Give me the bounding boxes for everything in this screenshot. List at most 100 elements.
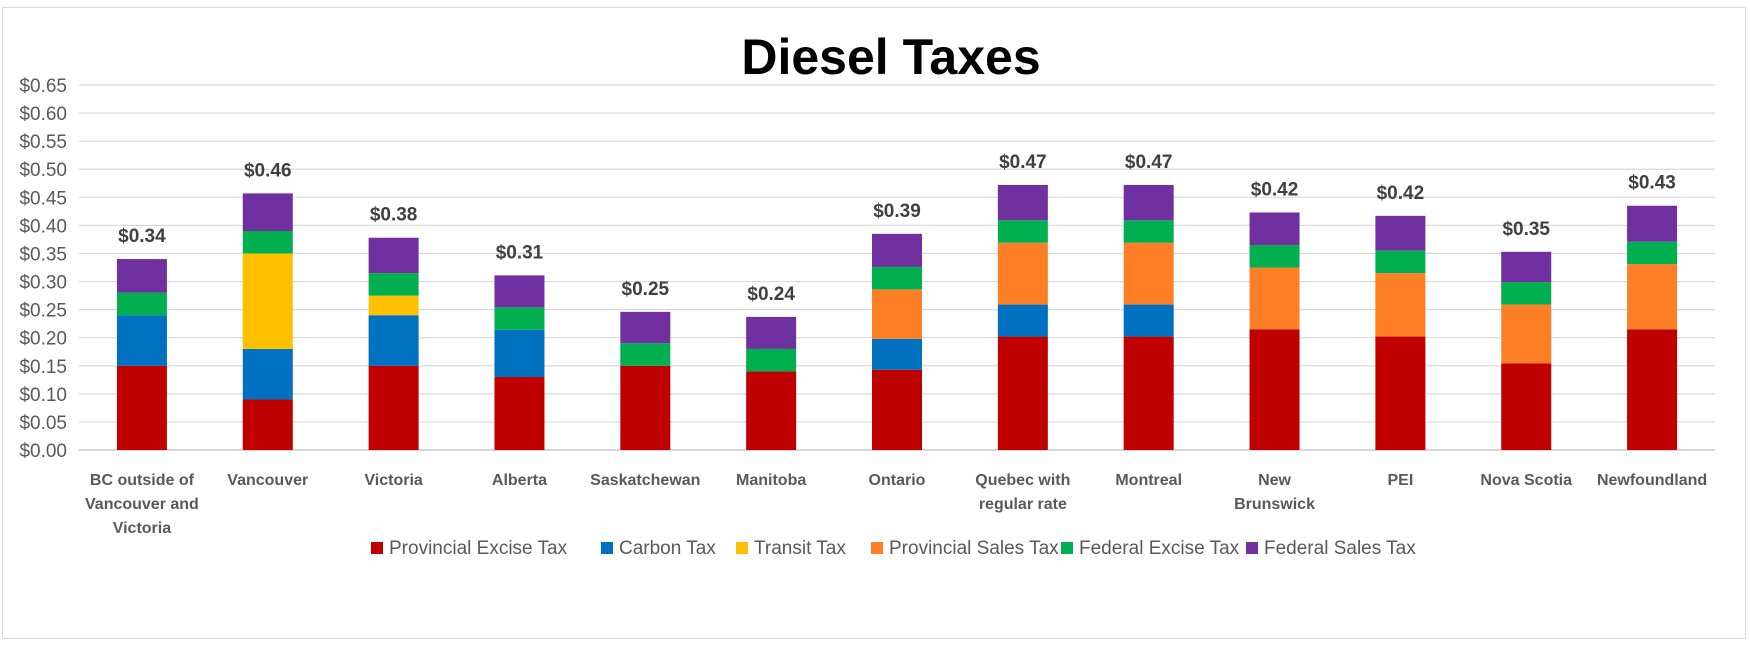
bar-segment — [872, 289, 922, 339]
bar-segment — [1501, 282, 1552, 305]
bar-segment — [494, 377, 545, 450]
bar-segment — [1501, 251, 1552, 283]
bar-segment — [1249, 329, 1300, 450]
legend-item: Carbon Tax — [601, 538, 716, 559]
bar-segment — [1627, 241, 1678, 265]
bar-segment — [1123, 184, 1174, 221]
bar-segment — [1501, 304, 1552, 364]
total-label: $0.24 — [747, 284, 795, 305]
y-tick-label: $0.15 — [19, 357, 67, 378]
y-tick-label: $0.20 — [19, 329, 67, 350]
y-tick-label: $0.00 — [19, 441, 67, 462]
legend-swatch — [1061, 542, 1073, 554]
x-tick-label: Newfoundland — [1597, 472, 1707, 489]
bar-segment — [997, 184, 1048, 221]
bar-segment — [1123, 304, 1174, 337]
bar-segment — [1627, 205, 1678, 242]
bar-segment — [368, 315, 419, 366]
y-tick-label: $0.10 — [19, 385, 67, 406]
x-tick-label: Ontario — [869, 472, 926, 489]
total-label: $0.39 — [873, 201, 921, 222]
diesel-taxes-chart: Diesel Taxes $0.00$0.05$0.10$0.15$0.20$0… — [19, 29, 1715, 559]
y-tick-label: $0.50 — [19, 160, 67, 181]
bar-segment — [620, 365, 671, 450]
bar-segment — [746, 316, 797, 349]
legend-swatch — [371, 542, 383, 554]
bar-segment — [997, 242, 1048, 305]
bar-segment — [872, 266, 922, 290]
bar-segment — [746, 348, 797, 372]
legend-label: Provincial Sales Tax — [889, 538, 1059, 559]
bar-segment — [1627, 264, 1678, 330]
total-label: $0.25 — [622, 279, 670, 300]
total-label: $0.42 — [1377, 183, 1425, 204]
legend-label: Federal Sales Tax — [1264, 538, 1416, 559]
total-label: $0.42 — [1251, 179, 1299, 200]
bar-segment — [494, 329, 545, 377]
x-tick-label: Alberta — [492, 472, 547, 489]
x-tick-label: BC outside of Vancouver and Victoria — [85, 472, 199, 537]
legend-item: Federal Excise Tax — [1061, 538, 1240, 559]
bar-segment — [1375, 215, 1426, 251]
y-tick-label: $0.25 — [19, 301, 67, 322]
legend-item: Transit Tax — [736, 538, 846, 559]
bar-segment — [116, 292, 167, 316]
bar-segment — [1249, 267, 1300, 330]
y-tick-label: $0.65 — [19, 76, 67, 97]
legend: Provincial Excise Tax Carbon Tax Transit T… — [371, 538, 1416, 559]
total-labels: $0.34 $0.46 $0.38 $0.31 $0.25 $0.24 $0.39 $0.47… — [118, 152, 1676, 305]
bar-segment — [368, 237, 419, 274]
x-axis: BC outside of Vancouver and Victoria Vancou… — [85, 472, 1707, 537]
bar-segment — [872, 233, 922, 267]
x-tick-label: New Brunswick — [1234, 472, 1315, 513]
bar-segment — [1375, 250, 1426, 274]
legend-swatch — [736, 542, 748, 554]
bar-segment — [997, 304, 1048, 337]
bar-segment — [1123, 220, 1174, 243]
bar-segment — [1375, 336, 1426, 450]
bar-segment — [242, 193, 293, 231]
bar-segment — [242, 253, 293, 349]
total-label: $0.47 — [999, 152, 1047, 173]
bar-segment — [116, 315, 167, 366]
bar-segment — [997, 336, 1048, 450]
x-tick-label: Victoria — [364, 472, 423, 489]
legend-item: Federal Sales Tax — [1246, 538, 1416, 559]
bar-segment — [116, 259, 167, 293]
y-tick-label: $0.45 — [19, 188, 67, 209]
bar-segment — [620, 311, 671, 344]
bar-segment — [872, 369, 922, 450]
y-axis: $0.00 $0.05 $0.10 $0.15 $0.20 $0.25 $0.30 $0.35… — [19, 76, 67, 462]
bar-segment — [1249, 212, 1300, 246]
bar-segment — [1123, 336, 1174, 450]
bar-segment — [368, 295, 419, 316]
y-tick-label: $0.60 — [19, 104, 67, 125]
y-tick-label: $0.30 — [19, 273, 67, 294]
legend-swatch — [601, 542, 613, 554]
bar-segment — [242, 348, 293, 400]
total-label: $0.38 — [370, 205, 418, 226]
x-tick-label: Vancouver — [227, 472, 308, 489]
bar-segment — [620, 343, 671, 366]
bars — [116, 184, 1678, 450]
bar-segment — [746, 371, 797, 450]
total-label: $0.46 — [244, 160, 292, 181]
bar-segment — [997, 220, 1048, 243]
x-tick-label: Montreal — [1115, 472, 1182, 489]
legend-swatch — [871, 542, 883, 554]
bar-segment — [368, 365, 419, 450]
y-tick-label: $0.35 — [19, 244, 67, 265]
legend-label: Provincial Excise Tax — [389, 538, 568, 559]
chart-title: Diesel Taxes — [741, 29, 1040, 85]
bar-segment — [494, 307, 545, 330]
bar-segment — [368, 273, 419, 296]
legend-label: Transit Tax — [754, 538, 846, 559]
legend-label: Carbon Tax — [619, 538, 716, 559]
bar-segment — [1501, 363, 1552, 450]
total-label: $0.43 — [1628, 173, 1676, 194]
total-label: $0.34 — [118, 226, 166, 247]
bar-segment — [1627, 329, 1678, 450]
y-tick-label: $0.55 — [19, 132, 67, 153]
bar-segment — [872, 338, 922, 370]
x-tick-label: Saskatchewan — [590, 472, 700, 489]
